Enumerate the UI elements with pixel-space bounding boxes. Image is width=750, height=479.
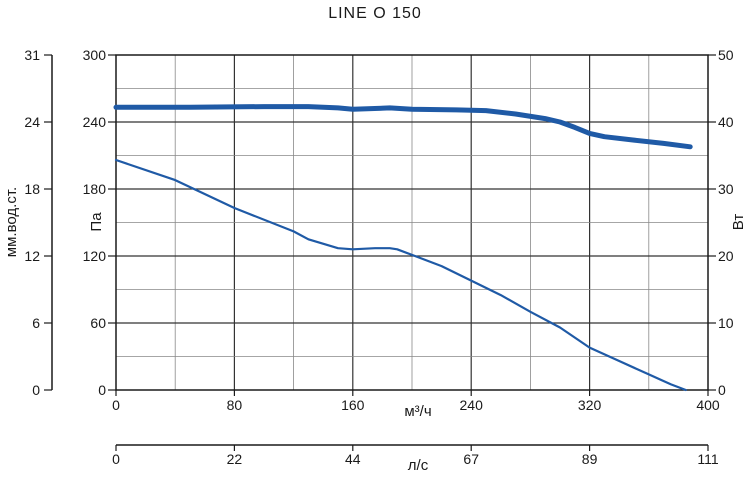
x2-tick-label: 67 <box>463 451 479 467</box>
x-tick-label: 80 <box>227 397 243 413</box>
plot-frame <box>115 54 709 391</box>
y-left-tick-label: 120 <box>83 248 107 264</box>
y-outer-tick-label: 18 <box>24 181 40 197</box>
chart-title: LINE O 150 <box>328 5 422 22</box>
x2-tick-label: 22 <box>227 451 243 467</box>
y-outer-tick-label: 31 <box>24 47 40 63</box>
x2-tick-label: 89 <box>582 451 598 467</box>
y-left-tick-label: 300 <box>83 47 107 63</box>
y-right-tick-label: 0 <box>718 382 726 398</box>
x-tick-label: 240 <box>460 397 484 413</box>
y-right-tick-label: 10 <box>718 315 734 331</box>
y-outer-tick-label: 6 <box>32 315 40 331</box>
x2-axis-title: л/с <box>408 457 429 474</box>
power-curve <box>113 104 693 150</box>
y-right-axis-title: Вт <box>730 214 747 231</box>
y-right-tick-label: 30 <box>718 181 734 197</box>
tick-marks <box>44 54 716 451</box>
x-tick-label: 160 <box>341 397 365 413</box>
y-left-tick-label: 240 <box>83 114 107 130</box>
y-left-tick-label: 60 <box>90 315 106 331</box>
x2-tick-label: 111 <box>697 451 718 467</box>
y-right-tick-label: 20 <box>718 248 734 264</box>
y-outer-tick-label: 24 <box>24 114 40 130</box>
y-outer-tick-label: 12 <box>24 248 40 264</box>
y-left-tick-label: 0 <box>98 382 106 398</box>
y-left-tick-label: 180 <box>83 181 107 197</box>
y-right-tick-label: 50 <box>718 47 734 63</box>
x2-tick-label: 44 <box>345 451 361 467</box>
y-right-tick-label: 40 <box>718 114 734 130</box>
y-outer-axis-title: мм.вод.ст. <box>3 187 20 257</box>
x-tick-label: 0 <box>112 397 120 413</box>
y-outer-tick-label: 0 <box>32 382 40 398</box>
x-axis-title: м³/ч <box>404 403 431 420</box>
y-left-axis-title: Па <box>88 212 105 232</box>
pressure-curve <box>114 158 687 392</box>
x2-tick-label: 0 <box>112 451 120 467</box>
series-lines <box>113 104 693 392</box>
x-tick-label: 400 <box>696 397 720 413</box>
x-tick-label: 320 <box>578 397 602 413</box>
